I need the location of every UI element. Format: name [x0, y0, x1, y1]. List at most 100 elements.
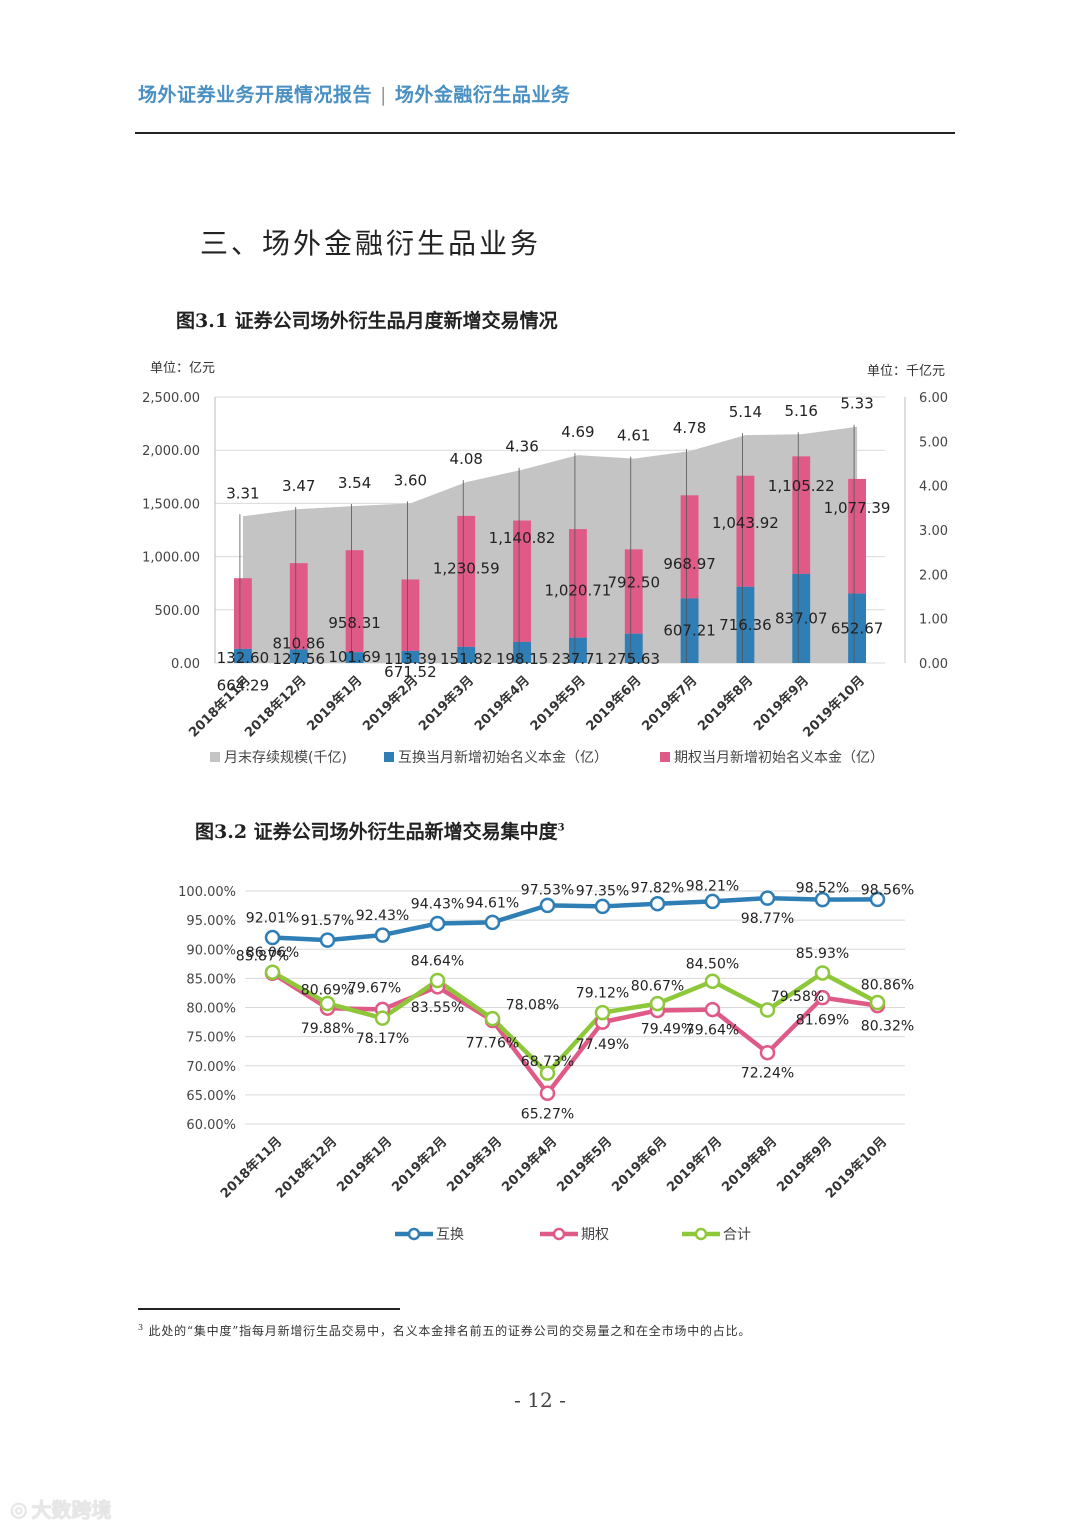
figure2-title-text: 图3.2 证券公司场外衍生品新增交易集中度 [195, 821, 558, 843]
chart2-label-swap: 92.01% [246, 911, 299, 927]
chart1-xtick: 2019年2月 [360, 673, 422, 735]
chart2-label-option: 79.49% [641, 1021, 694, 1037]
chart2-line-swap [272, 895, 878, 943]
chart2-label-option: 77.76% [466, 1036, 519, 1052]
chart1-label-outstanding: 5.33 [840, 395, 873, 413]
page-number: - 12 - [514, 1388, 566, 1412]
chart1-label-option: 1,230.59 [433, 559, 500, 577]
header-separator: | [380, 84, 387, 106]
chart1-xtick: 2019年7月 [639, 673, 701, 735]
chart1-label-option: 664.29 [217, 677, 270, 695]
chart1-legend-swatch [660, 752, 670, 762]
figure1-chart: 单位：亿元 单位：千亿元 0.00 500.00 1,000.00 1,500.00 2,0… [142, 361, 948, 766]
chart1-label-outstanding: 5.14 [729, 403, 762, 421]
chart2-ytick: 95.00% [186, 914, 236, 929]
chart2-ytick: 75.00% [186, 1031, 236, 1046]
chart2-ytick: 70.00% [186, 1060, 236, 1075]
chart2-point-swap [319, 932, 336, 948]
chart2-xtick: 2019年8月 [719, 1134, 781, 1196]
chart2-ytick: 60.00% [186, 1118, 236, 1133]
chart2-point-option [704, 1001, 721, 1018]
chart1-area-outstanding [242, 426, 858, 663]
chart1-label-swap: 127.56 [273, 650, 326, 668]
chart2-ytick: 85.00% [186, 972, 236, 987]
footnote-mark: 3 [138, 1323, 144, 1332]
chart2-label-option: 79.64% [686, 1023, 739, 1039]
chart2-xtick: 2019年4月 [499, 1134, 561, 1196]
chart2-label-option: 83.55% [411, 1000, 464, 1016]
chart2-xtick: 2019年9月 [774, 1134, 836, 1196]
chart1-xtick: 2019年1月 [304, 673, 366, 735]
chart2-label-total: 80.67% [631, 979, 684, 995]
chart1-bar-option [680, 495, 699, 599]
chart1-ytick-left: 1,000.00 [142, 551, 200, 566]
chart2-point-total [374, 1010, 391, 1026]
chart2-point-total [704, 973, 721, 990]
chart1-bar-swap [289, 649, 308, 663]
chart2-point-swap [429, 915, 446, 932]
chart2-label-swap: 97.82% [631, 881, 684, 897]
chart1-bar-swap [568, 637, 587, 663]
chart1-ytick-left: 2,500.00 [142, 391, 200, 406]
chart1-bar-swap [792, 573, 811, 663]
chart2-legend-label: 互换 [436, 1226, 464, 1243]
chart2-label-swap: 94.61% [466, 895, 519, 911]
chart1-bar-option [624, 549, 643, 634]
chart1-xtick: 2019年6月 [583, 673, 645, 735]
chart2-xtick: 2019年3月 [444, 1134, 506, 1196]
chart1-label-swap: 607.21 [663, 622, 716, 640]
chart2-point-swap [594, 898, 611, 915]
chart2-label-option: 79.88% [301, 1021, 354, 1037]
chart1-label-swap: 837.07 [775, 609, 828, 627]
chart2-legend-marker [552, 1227, 566, 1241]
chart2-label-total: 80.86% [861, 977, 914, 993]
chart1-label-outstanding: 3.47 [282, 477, 315, 495]
chart1-label-swap: 132.60 [217, 649, 270, 667]
chart2-legend-marker [694, 1227, 708, 1241]
chart1-label-swap: 275.63 [608, 650, 661, 668]
chart2-ytick: 65.00% [186, 1089, 236, 1104]
chart1-ytick-left: 1,500.00 [142, 497, 200, 512]
chart2-point-total [429, 972, 446, 989]
chart2-point-total [594, 1004, 611, 1021]
chart1-bar-swap [345, 652, 364, 663]
chart2-label-option: 81.69% [796, 1013, 849, 1029]
chart2-point-total [539, 1065, 556, 1081]
report-header: 场外证券业务开展情况报告 | 场外金融衍生品业务 [138, 80, 570, 107]
chart1-bar-swap [457, 646, 476, 663]
chart1-bar-option [513, 520, 532, 642]
chart1-ytick-left: 500.00 [155, 604, 201, 619]
chart2-legend-label: 期权 [581, 1227, 609, 1243]
chart2-point-swap [814, 891, 831, 908]
chart1-ytick-right: 3.00 [919, 524, 948, 539]
chart1-bar-option [289, 563, 308, 650]
header-left: 场外证券业务开展情况报告 [138, 84, 373, 106]
chart1-bar-swap [680, 598, 699, 663]
chart2-label-total: 79.58% [771, 989, 824, 1005]
chart1-xtick: 2019年4月 [471, 673, 533, 735]
chart1-label-swap: 716.36 [719, 616, 772, 634]
chart2-xtick: 2019年6月 [609, 1134, 671, 1196]
chart1-bar-option [736, 475, 755, 587]
chart2-point-total [649, 995, 666, 1012]
chart1-ytick-right: 4.00 [919, 480, 948, 495]
chart2-label-total: 80.69% [301, 982, 354, 998]
chart2-point-total [319, 995, 336, 1012]
chart1-label-option: 810.86 [273, 634, 326, 652]
chart1-unit-left: 单位：亿元 [150, 361, 215, 376]
chart1-label-outstanding: 4.61 [617, 427, 650, 445]
chart2-point-swap [704, 893, 721, 910]
chart2-label-option: 77.49% [576, 1037, 629, 1053]
chart2-point-total [814, 965, 831, 981]
figure2-footnote-mark: 3 [557, 822, 565, 834]
chart2-point-swap [264, 929, 281, 946]
chart2-legend-label: 合计 [723, 1227, 751, 1243]
chart1-xtick: 2019年5月 [527, 673, 589, 735]
chart1-label-outstanding: 4.08 [450, 450, 483, 468]
watermark-text: 大数跨境 [31, 1498, 112, 1522]
figure2-chart: 60.00% 65.00% 70.00% 75.00% 80.00% 85.00% 90.0… [178, 878, 914, 1243]
watermark-logo-icon: ◎ [10, 1496, 28, 1521]
chart2-point-total [869, 994, 886, 1011]
chart2-point-total [264, 964, 281, 980]
chart2-point-swap [539, 897, 556, 914]
